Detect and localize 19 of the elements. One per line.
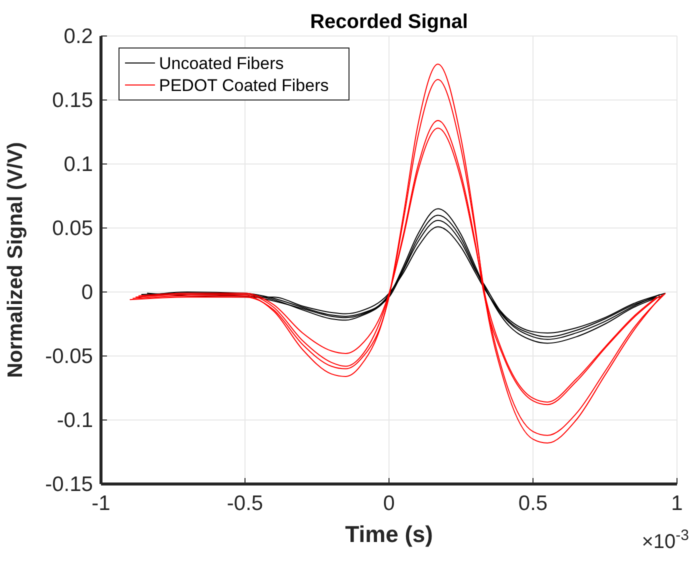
y-tick-label: -0.1 xyxy=(56,409,93,432)
x-tick-label: -1 xyxy=(92,492,110,515)
legend-label: Uncoated Fibers xyxy=(159,54,284,73)
x-tick-label: 0.5 xyxy=(518,492,548,515)
y-tick-label: -0.15 xyxy=(45,473,93,496)
x-axis-title: Time (s) xyxy=(345,521,433,547)
x-tick-label: 1 xyxy=(671,492,683,515)
text: ×10$^{-3}$ xyxy=(642,526,689,553)
legend-label: PEDOT Coated Fibers xyxy=(159,76,329,95)
x-tick-label: -0.5 xyxy=(226,492,264,515)
y-tick-label: 0.2 xyxy=(64,25,93,48)
y-axis-title: Normalized Signal (V/V) xyxy=(4,142,27,378)
y-tick-label: 0.15 xyxy=(52,89,93,112)
y-tick-label: 0.05 xyxy=(52,217,93,240)
y-tick-label: 0 xyxy=(81,281,93,304)
y-tick-label: -0.05 xyxy=(45,345,93,368)
chart-title: Recorded Signal xyxy=(310,11,468,33)
x-tick-label: 0 xyxy=(383,492,395,515)
y-tick-label: 0.1 xyxy=(64,153,93,176)
